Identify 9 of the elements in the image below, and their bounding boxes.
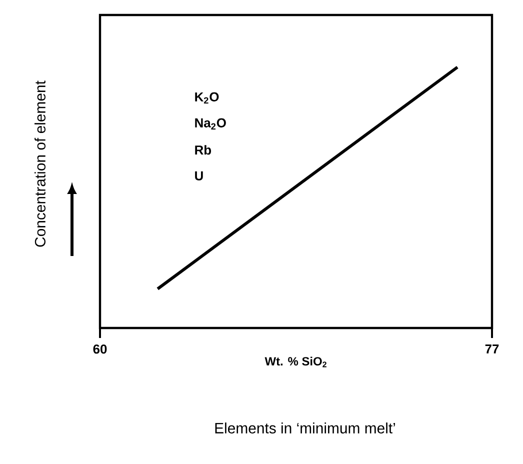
annotation: U	[195, 171, 203, 180]
annotation: Na$_{2}$O	[195, 118, 226, 130]
text: Elements in ‘minimum melt’	[215, 422, 395, 434]
annotation: Rb	[195, 145, 212, 155]
annotation: K$_{2}$O	[195, 92, 219, 104]
x-tick-label: 60	[93, 344, 107, 354]
x-tick-label: 77	[485, 344, 499, 354]
y-axis-title: Concentration of element	[34, 80, 46, 247]
x-axis-title: Wt. % SiO$_{2}$	[264, 356, 326, 368]
